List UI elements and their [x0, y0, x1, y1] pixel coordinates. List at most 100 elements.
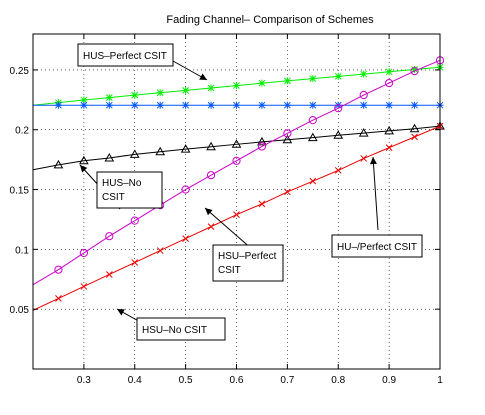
axis-ticks: 0.3 0.4 0.5 0.6 0.7 0.8 0.9 1 0.05 0.1 0.15 0.2 0.25: [10, 34, 443, 386]
data-point: [182, 235, 189, 242]
data-point: [258, 101, 266, 109]
data-point: [385, 68, 393, 76]
data-point: [80, 96, 88, 104]
data-point: [385, 101, 393, 109]
data-point: [105, 232, 114, 241]
data-point: [105, 94, 113, 102]
annotation-arrow: [372, 156, 379, 231]
data-point: [182, 101, 190, 109]
annotation-box: [331, 234, 423, 258]
data-point: [360, 155, 368, 162]
y-tick-label: 0.1: [15, 245, 29, 256]
data-point: [283, 77, 291, 85]
series-line: [32, 125, 441, 171]
data-point: [282, 134, 293, 144]
data-point: [131, 91, 139, 99]
annotation-box: [77, 43, 174, 67]
data-point: [358, 128, 369, 137]
data-point: [180, 144, 191, 153]
data-point: [53, 159, 64, 169]
data-point: [80, 101, 88, 109]
annotation-arrow: [204, 207, 254, 251]
chart-title: Fading Channel– Comparison of Schemes: [166, 14, 374, 26]
data-point: [232, 156, 241, 165]
series-line: [32, 59, 441, 286]
data-point: [54, 101, 62, 109]
data-point: [79, 155, 89, 165]
data-point: [384, 125, 394, 135]
series-lines: [32, 56, 445, 311]
data-point: [284, 188, 291, 196]
data-point: [207, 101, 215, 109]
data-point: [411, 66, 419, 74]
data-point: [105, 271, 113, 278]
arrow-head: [199, 73, 207, 80]
x-tick-label: 0.8: [331, 375, 345, 386]
annotation-box: [136, 317, 226, 341]
data-point: [258, 200, 266, 208]
annotation-box: [212, 244, 284, 282]
data-point: [233, 82, 240, 90]
x-tick-label: 0.6: [230, 375, 244, 386]
data-point: [129, 149, 140, 158]
annotation-label: HUS–No: [102, 178, 142, 189]
data-point: [156, 89, 164, 97]
arrow-head: [369, 157, 377, 165]
annotation-label: CSIT: [102, 192, 125, 203]
arrow-head: [80, 165, 88, 173]
y-tick-label: 0.15: [10, 186, 30, 197]
data-point: [333, 130, 344, 139]
x-tick-label: 1: [437, 375, 443, 386]
x-tick-label: 0.4: [128, 375, 142, 386]
data-point: [385, 78, 394, 88]
data-point: [80, 283, 88, 290]
data-point: [257, 136, 267, 146]
y-tick-label: 0.25: [10, 66, 30, 77]
x-tick-label: 0.3: [77, 375, 91, 386]
data-point: [411, 133, 418, 141]
data-point: [409, 123, 420, 133]
data-point: [360, 101, 368, 109]
data-point: [283, 101, 291, 109]
annotation-label: CSIT: [218, 265, 241, 276]
data-point: [181, 185, 190, 194]
y-tick-label: 0.05: [10, 305, 30, 316]
data-point: [334, 167, 342, 174]
arrow-head: [117, 309, 125, 316]
data-point: [283, 129, 292, 138]
data-point: [334, 101, 342, 109]
data-point: [359, 90, 368, 100]
x-tick-label: 0.5: [179, 375, 193, 386]
data-point: [207, 84, 215, 92]
data-point: [79, 248, 88, 258]
annotation-label: HSU–No CSIT: [142, 325, 207, 336]
annotation-label: HUS–Perfect CSIT: [83, 51, 167, 62]
data-point: [385, 144, 393, 152]
data-point: [309, 75, 317, 83]
data-point: [233, 101, 240, 109]
data-point: [131, 259, 139, 266]
data-point: [231, 139, 242, 148]
data-point: [54, 265, 63, 274]
data-point: [257, 142, 267, 151]
annotation-label: HU–/Perfect CSIT: [337, 242, 417, 253]
data-point: [410, 66, 419, 76]
x-tick-label: 0.7: [280, 375, 294, 386]
data-point: [360, 70, 368, 78]
data-point: [334, 72, 342, 80]
annotation-label: HSU–Perfect: [218, 251, 277, 262]
y-tick-label: 0.2: [15, 126, 29, 137]
data-point: [411, 101, 419, 109]
data-point: [182, 86, 190, 94]
data-point: [309, 101, 317, 109]
data-point: [308, 116, 317, 125]
data-point: [206, 171, 216, 180]
data-point: [55, 295, 62, 302]
data-point: [207, 223, 215, 230]
data-point: [131, 101, 139, 109]
data-point: [130, 216, 139, 225]
data-point: [155, 146, 166, 156]
data-point: [206, 141, 216, 151]
data-point: [105, 101, 113, 109]
data-point: [104, 152, 115, 162]
